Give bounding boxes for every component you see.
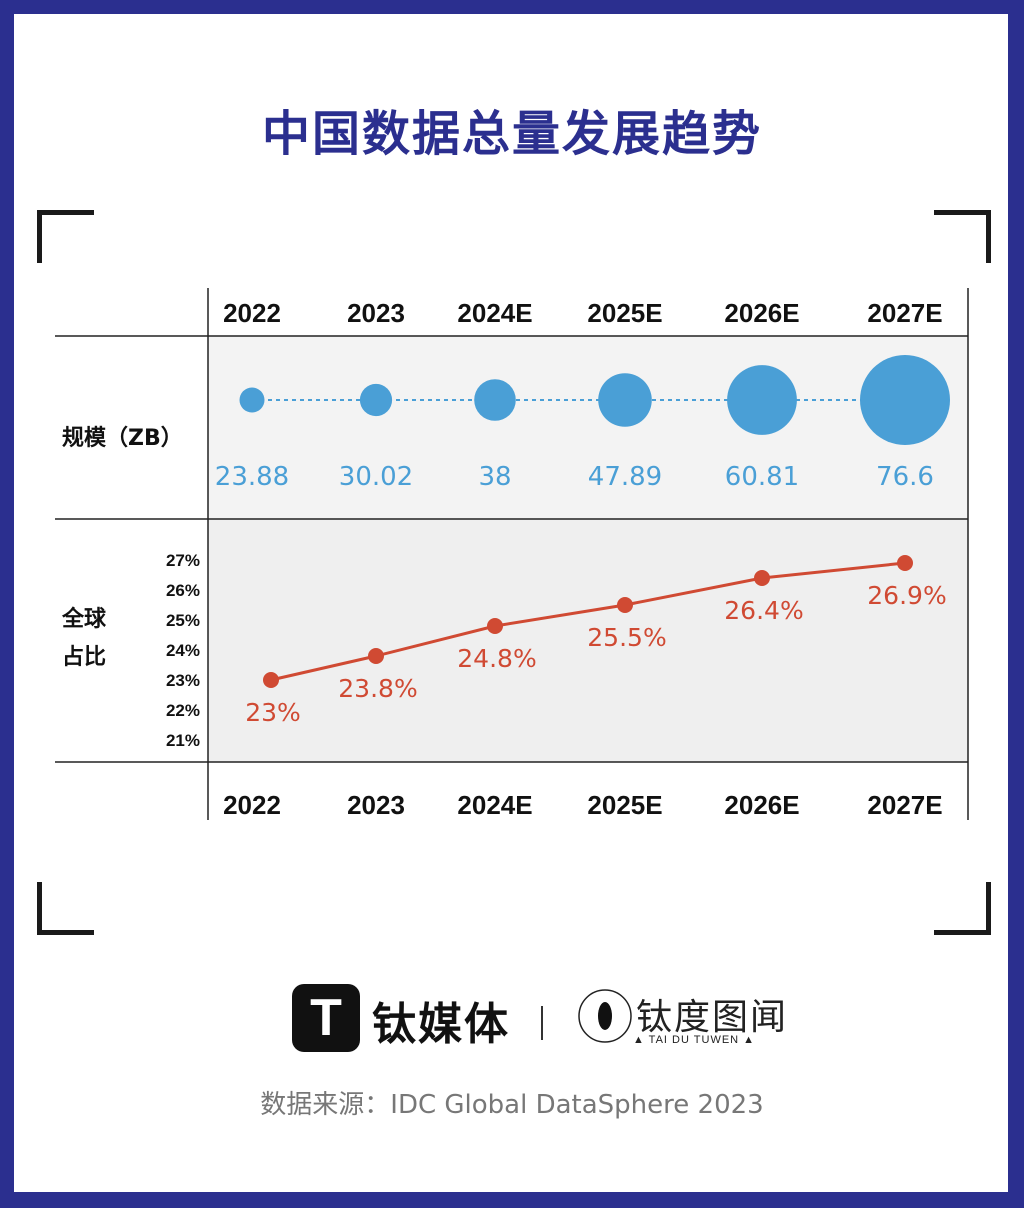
- top-year-label: 2025E: [587, 298, 662, 328]
- share-value-labels: 23% 23.8% 24.8% 25.5% 26.4% 26.9%: [245, 581, 947, 727]
- top-year-label: 2022: [223, 298, 281, 328]
- share-series-line: [270, 561, 906, 682]
- tmtpost-logo-glyph: T: [310, 989, 342, 1047]
- top-year-label: 2023: [347, 298, 405, 328]
- y-tick-label: 27%: [166, 551, 200, 570]
- bubble-value-label: 60.81: [725, 462, 799, 492]
- y-tick-label: 22%: [166, 701, 200, 720]
- share-panel: [208, 519, 968, 762]
- taidu-brand-text: 钛度图闻: [636, 997, 789, 1038]
- corner-bracket-bottom-right: [934, 882, 991, 935]
- bubble-value-label: 30.02: [339, 462, 413, 492]
- bubble-point: [598, 373, 652, 427]
- corner-bracket-top-left: [37, 210, 94, 263]
- share-value-label: 24.8%: [457, 644, 536, 673]
- scale-row-label: 规模（ZB）: [62, 426, 183, 451]
- bubble-value-label: 47.89: [588, 462, 662, 492]
- y-tick-label: 25%: [166, 611, 200, 630]
- scale-panel: [208, 336, 968, 519]
- y-tick-label: 24%: [166, 641, 200, 660]
- data-source-note: 数据来源：IDC Global DataSphere 2023: [260, 1090, 764, 1120]
- top-year-label: 2026E: [724, 298, 799, 328]
- share-value-label: 26.4%: [724, 596, 803, 625]
- y-tick-label: 26%: [166, 581, 200, 600]
- bubble-point: [860, 355, 950, 445]
- share-point: [368, 648, 384, 664]
- bubble-point: [359, 383, 393, 417]
- corner-bracket-top-right: [934, 210, 991, 263]
- bottom-year-label: 2022: [223, 790, 281, 820]
- bottom-year-label: 2027E: [867, 790, 942, 820]
- bubble-value-labels: 23.88 30.02 38 47.89 60.81 76.6: [215, 462, 934, 492]
- bubble-value-label: 38: [478, 462, 511, 492]
- y-tick-label: 21%: [166, 731, 200, 750]
- bubble-point: [727, 365, 797, 435]
- share-value-label: 25.5%: [587, 623, 666, 652]
- bubble-value-label: 76.6: [876, 462, 934, 492]
- share-y-axis: 21% 22% 23% 24% 25% 26% 27%: [166, 551, 200, 750]
- logo-separator: [541, 1006, 543, 1040]
- share-value-label: 26.9%: [867, 581, 946, 610]
- chart-title: 中国数据总量发展趋势: [261, 106, 762, 162]
- share-row-label-line1: 全球: [61, 606, 107, 632]
- share-point: [754, 570, 770, 586]
- share-point: [897, 555, 913, 571]
- share-row-label-line2: 占比: [62, 645, 106, 670]
- eye-logo-icon: [578, 989, 632, 1043]
- top-year-labels: 2022 2023 2024E 2025E 2026E 2027E: [223, 298, 943, 328]
- bubble-series: [239, 355, 950, 445]
- top-year-label: 2024E: [457, 298, 532, 328]
- bottom-year-label: 2024E: [457, 790, 532, 820]
- bottom-year-label: 2026E: [724, 790, 799, 820]
- taidu-brand-subtitle: ▲ TAI DU TUWEN ▲: [632, 1034, 756, 1046]
- tmtpost-logo-icon: T: [292, 984, 360, 1052]
- share-point: [263, 672, 279, 688]
- tmtpost-brand-text: 钛媒体: [372, 999, 510, 1050]
- bubble-value-label: 23.88: [215, 462, 289, 492]
- share-value-label: 23.8%: [338, 674, 417, 703]
- share-value-label: 23%: [245, 698, 301, 727]
- share-point: [487, 618, 503, 634]
- share-series-points: [263, 555, 913, 688]
- bottom-year-label: 2025E: [587, 790, 662, 820]
- share-point: [617, 597, 633, 613]
- y-tick-label: 23%: [166, 671, 200, 690]
- bottom-year-labels: 2022 2023 2024E 2025E 2026E 2027E: [223, 790, 943, 820]
- bubble-point: [474, 379, 516, 421]
- logo-bar: T 钛媒体 钛度图闻 ▲ TAI DU TUWEN ▲: [0, 982, 1024, 1052]
- bottom-year-label: 2023: [347, 790, 405, 820]
- bubble-point: [239, 387, 265, 413]
- corner-bracket-bottom-left: [37, 882, 94, 935]
- top-year-label: 2027E: [867, 298, 942, 328]
